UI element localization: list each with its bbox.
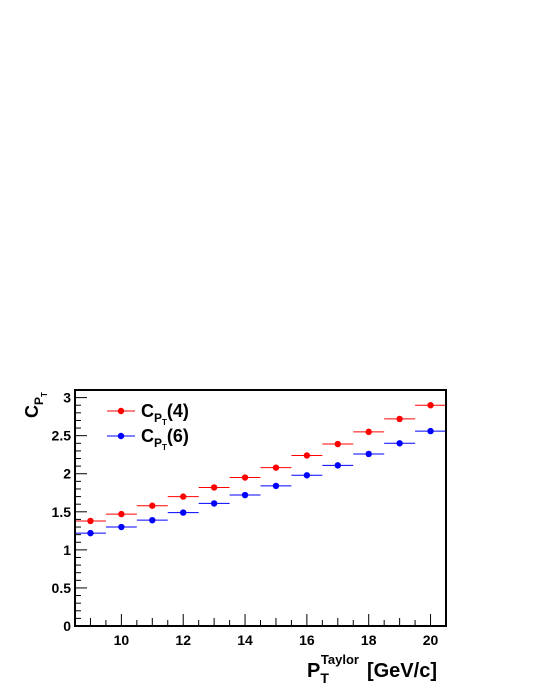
legend-label: CPT(6) <box>141 426 189 452</box>
data-point <box>303 472 311 479</box>
data-point <box>118 523 125 531</box>
data-point <box>365 428 372 436</box>
data-point <box>180 509 187 516</box>
x-tick-label: 20 <box>423 632 439 648</box>
data-point <box>87 529 94 537</box>
data-point <box>427 402 434 409</box>
legend-entry: CPT(6) <box>107 426 189 452</box>
x-axis-title-sup: Taylor <box>321 652 359 667</box>
legend: CPT(4)CPT(6) <box>107 401 189 452</box>
legend-marker <box>117 432 125 440</box>
x-axis-title-unit: [GeV/c] <box>367 660 437 682</box>
data-point <box>365 450 372 458</box>
plot-frame <box>74 389 447 627</box>
x-axis-title: PT Taylor [GeV/c] <box>307 652 437 686</box>
x-axis-title-sub: T <box>320 670 329 686</box>
data-point <box>272 464 280 471</box>
y-tick-label: 0.5 <box>52 580 72 596</box>
y-axis-title-subsub: T <box>40 392 49 397</box>
data-point <box>210 500 218 507</box>
y-axis-title-main: C <box>22 405 42 418</box>
y-tick-label: 1 <box>63 542 71 558</box>
data-point <box>118 510 125 518</box>
y-tick-label: 0 <box>63 618 71 634</box>
x-tick-label: 16 <box>299 632 315 648</box>
data-point <box>149 502 156 509</box>
data-point <box>272 482 280 490</box>
data-point <box>149 516 156 524</box>
x-tick-label: 14 <box>237 632 253 648</box>
y-tick-label: 2.5 <box>52 428 72 444</box>
plot-frame-group <box>74 389 447 627</box>
data-point <box>241 491 249 499</box>
data-marks-group <box>76 402 445 537</box>
x-tick-label: 10 <box>114 632 130 648</box>
x-axis-title-main: P <box>307 660 320 682</box>
legend-entry: CPT(4) <box>107 401 189 427</box>
data-point <box>427 427 434 435</box>
y-tick-label: 3 <box>63 390 71 406</box>
axis-ticks-group: 0 0.5 1 1.5 2 2.5 3 10 12 14 16 18 20 <box>52 389 439 648</box>
data-point <box>241 474 249 481</box>
data-point <box>334 440 341 448</box>
series-1 <box>76 402 445 525</box>
data-point <box>180 493 187 500</box>
legend-marker <box>117 407 125 415</box>
data-point <box>87 517 94 525</box>
data-point <box>303 452 311 459</box>
data-point <box>396 415 403 423</box>
data-point <box>396 440 403 447</box>
x-tick-label: 12 <box>175 632 191 648</box>
series-2 <box>76 427 445 537</box>
x-tick-label: 18 <box>361 632 377 648</box>
y-axis-title: CPT <box>22 392 49 418</box>
y-tick-label: 2 <box>63 466 71 482</box>
data-point <box>210 484 218 491</box>
legend-label: CPT(4) <box>141 401 189 427</box>
y-tick-label: 1.5 <box>52 504 72 520</box>
data-point <box>334 462 341 469</box>
y-axis-title-sub: P <box>32 397 46 405</box>
